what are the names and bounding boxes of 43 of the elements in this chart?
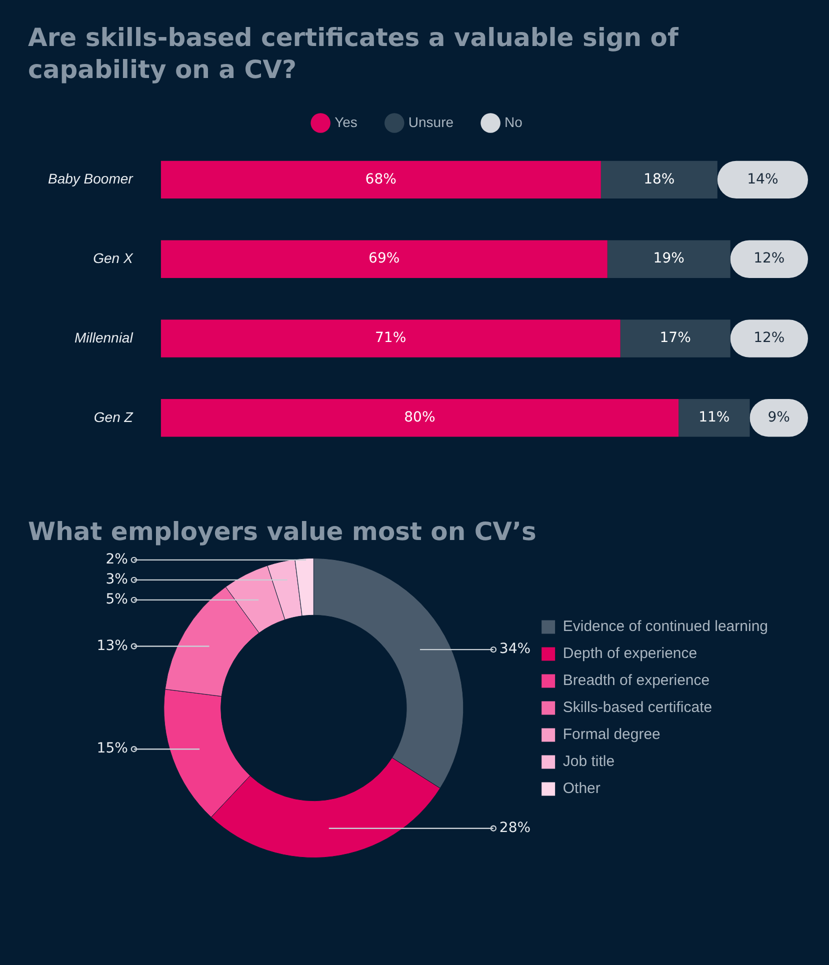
data-label: 17% [660,330,691,346]
data-label: 12% [754,330,785,346]
data-label: 19% [653,250,684,267]
y-tick-label: Gen X [93,250,134,266]
bar [160,320,620,358]
bar [600,160,718,199]
data-label: 18% [644,171,675,188]
data-label: 68% [365,171,396,188]
bar [160,399,679,437]
bar [160,240,608,278]
legend-label: Other [562,780,600,798]
y-tick-label: Millennial [74,329,134,346]
legend-label: Yes [334,114,358,130]
bar [678,399,750,437]
legend-label: Skills-based certificate [562,699,712,716]
data-label: 5% [106,592,128,608]
data-label: 3% [106,572,128,588]
data-label: 11% [698,410,730,426]
data-label: 34% [499,641,531,658]
legend-label: Depth of experience [562,645,698,662]
legend-label: Unsure [408,114,454,130]
data-label: 12% [754,250,785,267]
data-label: 13% [96,638,128,654]
data-label: 2% [106,552,128,568]
legend-label: Evidence of continued learning [562,618,768,636]
y-tick-label: Baby Boomer [48,170,134,187]
chart-title: What employers value most on CV’s [28,516,538,548]
data-label: 69% [368,250,400,267]
bar [607,240,730,278]
bar [160,160,601,199]
legend-label: No [504,114,523,130]
data-label: 15% [96,740,128,757]
legend-label: Breadth of experience [562,672,710,690]
data-label: 14% [747,171,778,188]
data-label: 28% [499,820,531,836]
legend-label: Job title [562,753,615,770]
data-label: 9% [768,410,790,426]
chart-title: Are skills-based certificates a valuable sign of capability on a CV? [28,22,680,86]
data-label: 71% [375,330,406,346]
bar [620,320,730,358]
data-label: 80% [404,410,436,426]
y-tick-label: Gen Z [94,408,134,425]
legend-label: Formal degree [562,726,660,744]
